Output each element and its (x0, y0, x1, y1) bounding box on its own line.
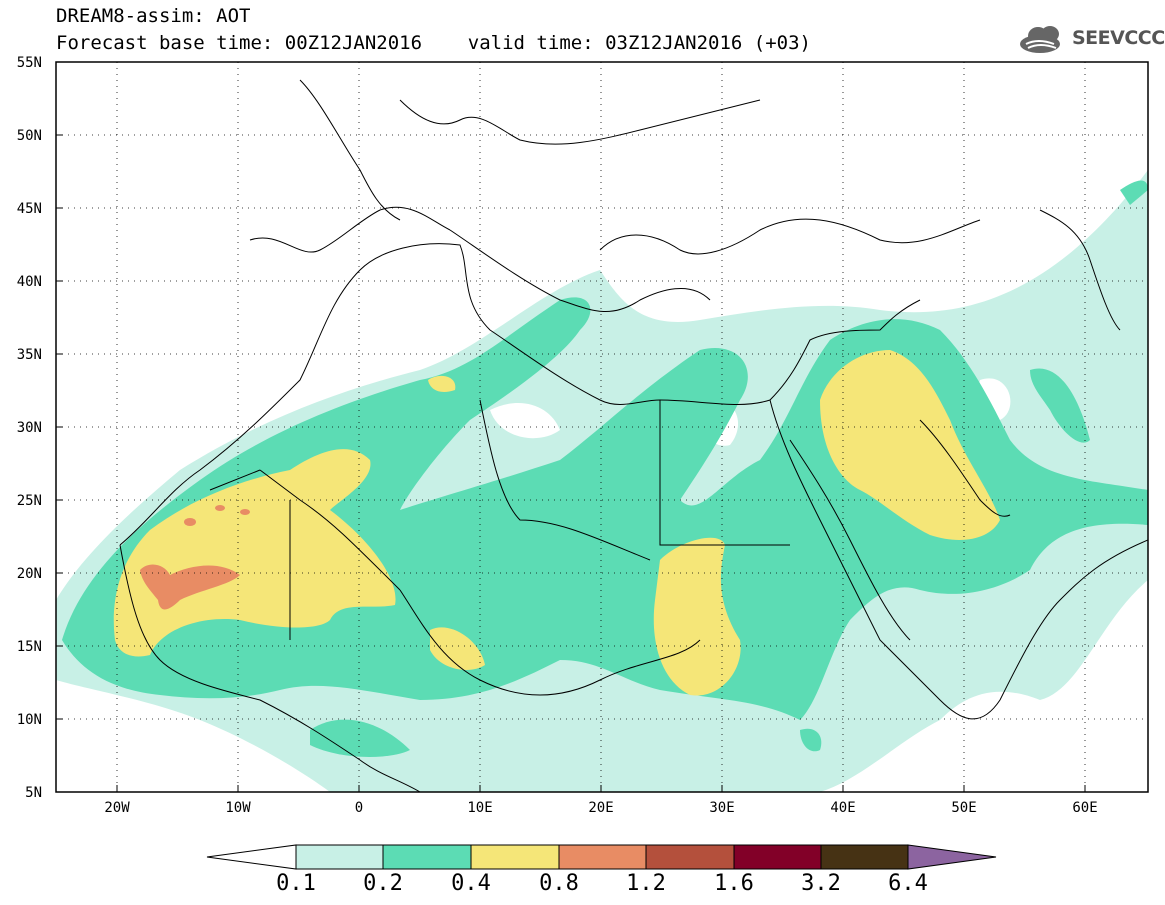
lat-label: 50N (16, 128, 42, 144)
aot-band-0.8-1.2 (140, 505, 250, 610)
lat-label: 25N (16, 493, 42, 509)
lat-label: 55N (16, 55, 42, 71)
colorbar-label: 0.4 (451, 871, 491, 896)
lon-label: 50E (951, 800, 977, 816)
lat-label: 5N (25, 785, 42, 801)
lat-label: 30N (16, 420, 42, 436)
graticule (56, 62, 1148, 792)
logo-text: SEEVCCC (1072, 27, 1165, 49)
lat-label: 15N (16, 639, 42, 655)
colorbar-max-arrow (907, 844, 997, 870)
colorbar-label: 3.2 (801, 871, 841, 896)
colorbar-min-arrow (206, 844, 297, 870)
lat-label: 20N (16, 566, 42, 582)
colorbar-label: 6.4 (888, 871, 928, 896)
colorbar-swatch-6 (733, 844, 822, 870)
colorbar-swatch-1 (295, 844, 384, 870)
lon-label: 20E (588, 800, 614, 816)
colorbar-swatch-3 (470, 844, 560, 870)
map-title: DREAM8-assim: AOT (56, 5, 251, 27)
coastlines (119, 79, 1148, 792)
cloud-logo-icon (1020, 26, 1060, 53)
lat-label: 45N (16, 201, 42, 217)
axis-ticks (56, 61, 1086, 793)
lon-label: 60E (1072, 800, 1098, 816)
lat-label: 10N (16, 712, 42, 728)
lon-label: 40E (830, 800, 856, 816)
colorbar-swatch-7 (820, 844, 909, 870)
colorbar-label: 0.1 (276, 871, 316, 896)
colorbar (206, 844, 997, 870)
lon-label: 20W (104, 800, 130, 816)
lon-label: 0 (354, 800, 364, 816)
aot-band-0.4-0.8 (113, 350, 1000, 696)
lon-label: 30E (709, 800, 735, 816)
lat-label: 40N (16, 274, 42, 290)
lon-label: 10E (467, 800, 493, 816)
colorbar-swatch-2 (382, 844, 472, 870)
colorbar-swatch-5 (645, 844, 735, 870)
lon-label: 10W (225, 800, 251, 816)
colorbar-label: 1.2 (626, 871, 666, 896)
colorbar-swatch-4 (558, 844, 647, 870)
colorbar-label: 0.2 (363, 871, 403, 896)
colorbar-label: 0.8 (539, 871, 579, 896)
lat-label: 35N (16, 347, 42, 363)
map-subtitle: Forecast base time: 00Z12JAN2016 valid t… (56, 32, 811, 54)
colorbar-label: 1.6 (714, 871, 754, 896)
